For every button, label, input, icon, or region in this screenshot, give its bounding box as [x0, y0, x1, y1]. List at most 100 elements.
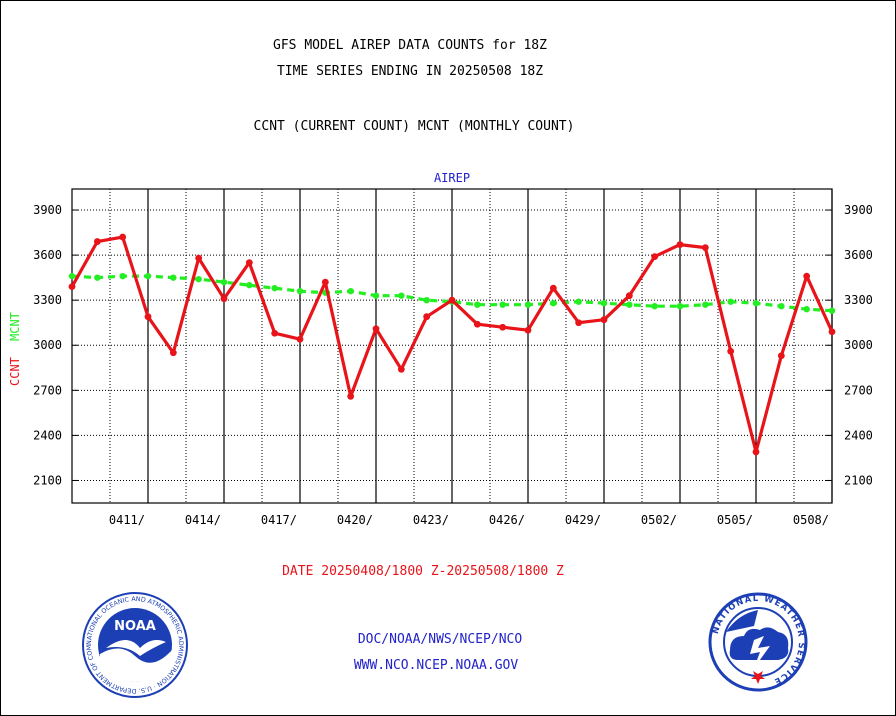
- data-point-mcnt: [372, 292, 380, 299]
- data-point-ccnt: [473, 320, 481, 328]
- data-point-mcnt: [828, 307, 836, 314]
- x-tick-label: 0423/: [413, 513, 449, 527]
- data-point-ccnt: [195, 254, 203, 262]
- x-tick-label: 0429/: [565, 513, 601, 527]
- data-point-mcnt: [727, 298, 734, 305]
- data-point-ccnt: [727, 347, 735, 355]
- data-point-mcnt: [246, 281, 253, 289]
- y-tick-label-right: 3900: [844, 203, 873, 217]
- data-point-mcnt: [347, 287, 354, 295]
- data-point-mcnt: [220, 278, 228, 286]
- x-tick-label: 0420/: [337, 513, 373, 527]
- data-point-ccnt: [676, 241, 684, 248]
- axes: 2100 2100 2400 2400 2700 2700 3000 3000 3300 3300…: [33, 188, 873, 527]
- data-point-ccnt: [397, 365, 405, 373]
- panel-label: AIREP: [433, 171, 471, 185]
- data-point-mcnt: [524, 301, 532, 308]
- y-tick-label-right: 2100: [844, 473, 873, 487]
- noaa-logo: NOAA NATIONAL OCEANIC AND ATMOSPHERIC AD…: [80, 590, 188, 698]
- data-point-mcnt: [626, 301, 633, 308]
- data-point-mcnt: [550, 299, 557, 307]
- y-tick-label-right: 2700: [844, 383, 873, 397]
- data-point-mcnt: [600, 299, 608, 307]
- y-tick-label-left: 2400: [33, 428, 62, 442]
- data-point-mcnt: [651, 302, 658, 310]
- data-point-mcnt: [752, 299, 760, 307]
- data-point-mcnt: [803, 305, 810, 313]
- y-tick-label-right: 2400: [844, 428, 873, 442]
- y-axis-label: CCNT MCNT: [8, 312, 22, 386]
- data-point-mcnt: [676, 302, 684, 310]
- data-point-ccnt: [68, 283, 76, 291]
- noaa-logo-text: NOAA: [114, 619, 156, 634]
- data-point-mcnt: [474, 301, 481, 308]
- data-point-mcnt: [398, 292, 405, 299]
- data-point-ccnt: [701, 244, 709, 251]
- series: [68, 233, 836, 456]
- grid-lines: [72, 189, 833, 503]
- data-point-ccnt: [651, 253, 659, 261]
- data-point-ccnt: [144, 313, 152, 321]
- chart-title-line2: TIME SERIES ENDING IN 20250508 18Z: [276, 64, 544, 79]
- data-point-ccnt: [575, 319, 583, 327]
- y-tick-label-left: 3300: [33, 293, 62, 307]
- chart-title-line1: GFS MODEL AIREP DATA COUNTS for 18Z: [273, 38, 547, 53]
- data-point-ccnt: [499, 323, 507, 331]
- data-point-ccnt: [245, 259, 253, 267]
- data-point-ccnt: [93, 238, 101, 245]
- data-point-mcnt: [423, 296, 430, 304]
- nws-logo: NATIONAL WEATHER SERVICE: [708, 592, 808, 692]
- data-point-mcnt: [119, 272, 126, 280]
- y-label-ccnt: CCNT: [8, 357, 22, 386]
- data-point-mcnt: [499, 301, 506, 308]
- data-point-mcnt: [575, 298, 582, 305]
- data-point-ccnt: [347, 392, 355, 400]
- org-website-link[interactable]: WWW.NCO.NCEP.NOAA.GOV: [353, 658, 519, 673]
- date-range-label: DATE 20250408/1800 Z-20250508/1800 Z: [282, 564, 564, 579]
- x-tick-label: 0417/: [261, 513, 297, 527]
- data-point-ccnt: [524, 326, 532, 334]
- chart-subtitle: CCNT (CURRENT COUNT) MCNT (MONTHLY COUNT…: [253, 119, 575, 134]
- y-tick-label-left: 2700: [33, 383, 62, 397]
- data-point-mcnt: [144, 272, 152, 280]
- data-point-ccnt: [423, 313, 431, 321]
- plot-area-border: [71, 188, 833, 504]
- data-point-mcnt: [778, 302, 785, 310]
- data-point-ccnt: [296, 335, 304, 343]
- data-point-ccnt: [600, 316, 608, 324]
- data-point-mcnt: [271, 284, 278, 292]
- org-path-link[interactable]: DOC/NOAA/NWS/NCEP/NCO: [357, 632, 523, 647]
- data-point-ccnt: [549, 284, 557, 292]
- x-tick-label: 0502/: [641, 513, 677, 527]
- y-tick-label-right: 3300: [844, 293, 873, 307]
- data-point-ccnt: [220, 295, 228, 303]
- data-point-ccnt: [321, 278, 329, 286]
- x-tick-label: 0505/: [717, 513, 753, 527]
- series-mcnt: [68, 272, 836, 314]
- data-point-ccnt: [448, 296, 456, 304]
- y-tick-label-left: 2100: [33, 473, 62, 487]
- data-point-ccnt: [372, 325, 380, 333]
- data-point-mcnt: [94, 274, 101, 281]
- data-point-ccnt: [803, 272, 811, 280]
- x-tick-label: 0414/: [185, 513, 221, 527]
- data-point-ccnt: [777, 352, 785, 360]
- data-point-ccnt: [828, 328, 836, 336]
- x-tick-label: 0426/: [489, 513, 525, 527]
- y-tick-label-left: 3600: [33, 248, 62, 262]
- y-tick-label-left: 3900: [33, 203, 62, 217]
- y-label-mcnt: MCNT: [8, 312, 22, 341]
- data-point-mcnt: [68, 272, 76, 280]
- x-tick-label: 0508/: [793, 513, 829, 527]
- y-tick-label-left: 3000: [33, 338, 62, 352]
- x-tick-label: 0411/: [109, 513, 145, 527]
- data-point-mcnt: [296, 287, 304, 295]
- data-point-ccnt: [169, 349, 177, 357]
- data-point-ccnt: [271, 329, 279, 337]
- data-point-mcnt: [170, 274, 177, 281]
- data-point-ccnt: [752, 448, 760, 456]
- y-tick-label-right: 3000: [844, 338, 873, 352]
- data-point-mcnt: [702, 301, 709, 308]
- data-point-mcnt: [195, 275, 202, 283]
